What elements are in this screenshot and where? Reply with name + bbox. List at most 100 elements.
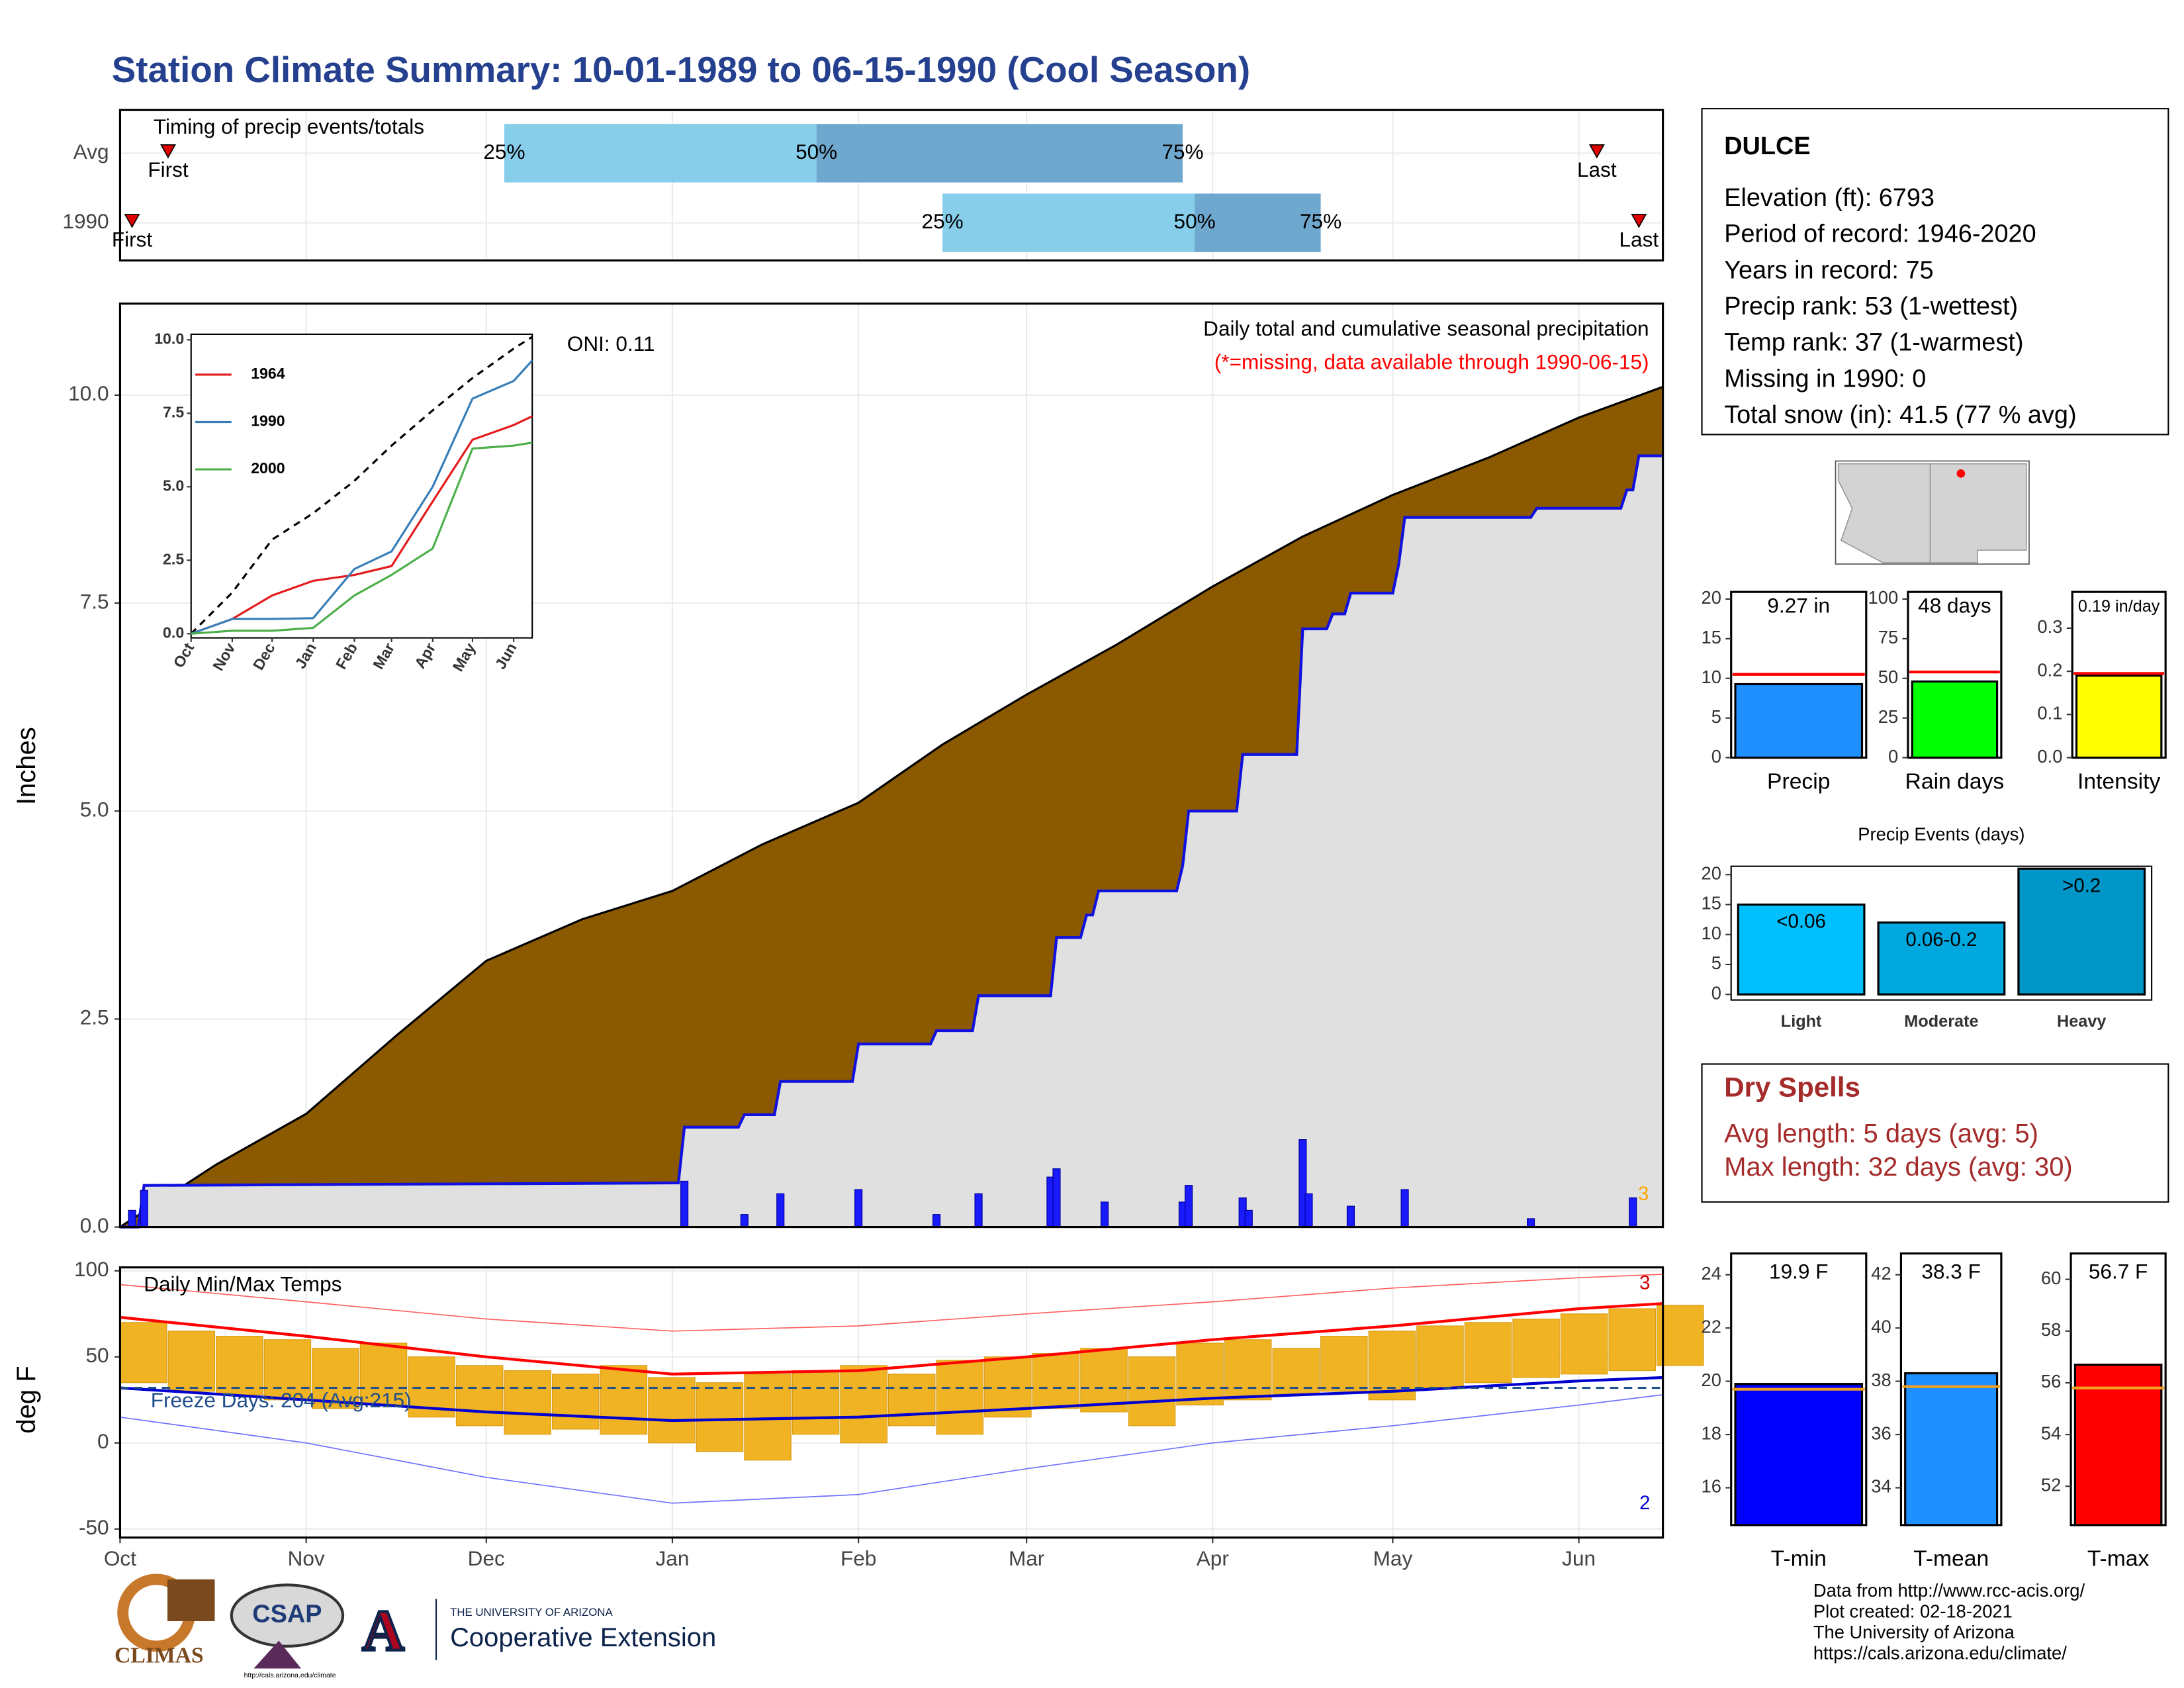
station-box (1701, 108, 2169, 436)
y-tick-label: 20 (1702, 863, 1721, 884)
temp-bar (984, 1356, 1032, 1418)
daily-bar (140, 1190, 148, 1228)
csap-logo (230, 1583, 345, 1648)
x-tick-label: Mar (1009, 1546, 1044, 1570)
y-tick-label: 36 (1871, 1423, 1891, 1443)
y-tick-label: 24 (1702, 1263, 1721, 1284)
quartile-bar (504, 124, 817, 183)
station-line: Period of record: 1946-2020 (1724, 220, 2036, 248)
daily-bar (1346, 1205, 1355, 1228)
y-tick-label: 20 (1702, 587, 1721, 608)
ua-name: THE UNIVERSITY OF ARIZONA (450, 1606, 613, 1618)
y-tick-label: 0.2 (2037, 659, 2062, 680)
temp-bar (504, 1370, 551, 1435)
csap-text: CSAP (252, 1601, 322, 1628)
y-tick-label: 7.5 (163, 403, 184, 420)
dry-spells-line: Avg length: 5 days (avg: 5) (1724, 1119, 2038, 1148)
daily-bar (854, 1189, 863, 1228)
footer-line: https://cals.arizona.edu/climate/ (1813, 1643, 2067, 1664)
category-label: T-mean (1913, 1546, 1989, 1571)
y-tick-label: 52 (2041, 1474, 2061, 1495)
oni: ONI: 0.11 (567, 332, 655, 355)
value-label: >0.2 (2062, 874, 2101, 896)
quartile-label: 25% (483, 140, 525, 164)
y-tick-label: 5 (1711, 953, 1721, 973)
daily-bar (128, 1209, 136, 1228)
category-label: T-max (2087, 1546, 2150, 1571)
bar (1904, 1372, 1999, 1526)
x-tick-label: Oct (104, 1546, 136, 1570)
temp-bar (600, 1365, 648, 1435)
row-label: Avg (73, 140, 109, 164)
chart-subtitle: (*=missing, data available through 1990-… (1214, 350, 1649, 373)
x-tick-label: May (1373, 1546, 1413, 1570)
event-marker (1631, 214, 1647, 228)
inset-line (190, 336, 533, 635)
quartile-bar (816, 124, 1183, 183)
temp-bar (1560, 1313, 1608, 1375)
event-label: First (148, 158, 189, 181)
y-tick-label: 42 (1871, 1263, 1891, 1284)
y-tick-label: 0.3 (2037, 616, 2062, 637)
daily-bar (932, 1214, 941, 1228)
daily-bar (776, 1193, 785, 1228)
x-tick-label: Moderate (1904, 1012, 1978, 1031)
value-label: 56.7 F (2089, 1259, 2148, 1283)
panel-border (118, 303, 1664, 1229)
note-high: 3 (1639, 1272, 1650, 1294)
temp-bar (455, 1365, 504, 1427)
temp-bar (1320, 1336, 1368, 1392)
y-tick-label: 0.0 (2037, 746, 2062, 767)
inset-line (191, 415, 533, 635)
category-label: T-min (1771, 1546, 1827, 1571)
station-dot (1956, 469, 1966, 478)
y-tick-label: 34 (1871, 1476, 1891, 1497)
temp-bar (1176, 1342, 1224, 1406)
y-tick-label: 60 (2041, 1268, 2061, 1288)
event-marker (160, 144, 176, 159)
event-marker (1588, 144, 1605, 159)
y-tick-label: 5.0 (163, 477, 184, 494)
panel-border (118, 109, 1664, 262)
y-tick-label: 0 (97, 1429, 109, 1453)
category-label: Precip (1767, 769, 1830, 794)
y-tick-label: 0.0 (80, 1213, 109, 1237)
footer-line: Plot created: 02-18-2021 (1813, 1601, 2013, 1622)
event-label: Last (1619, 227, 1659, 251)
quartile-bar (1195, 193, 1321, 252)
ua-logo: A (362, 1598, 404, 1663)
climas-text: CLIMAS (114, 1643, 204, 1667)
temp-bar (167, 1331, 215, 1392)
temp-line (120, 1302, 1663, 1376)
quartile-bar (942, 193, 1195, 252)
x-tick-label: Nov (288, 1546, 325, 1570)
panel-border (118, 1266, 1664, 1539)
y-tick-label: -50 (79, 1515, 109, 1539)
y-tick-label: 0 (1711, 982, 1721, 1003)
value-label: 19.9 F (1769, 1259, 1828, 1283)
y-tick-label: 10 (1702, 923, 1721, 943)
y-tick-label: 5.0 (80, 798, 109, 821)
x-tick-label: Light (1781, 1012, 1822, 1031)
bar (2017, 867, 2146, 996)
y-tick-label: 50 (1878, 667, 1898, 687)
daily-bar (680, 1180, 689, 1228)
bar (1737, 903, 1866, 996)
cumulative-area (120, 455, 1663, 1227)
station-line: Elevation (ft): 6793 (1724, 184, 1934, 212)
station-line: Missing in 1990: 0 (1724, 365, 1926, 393)
y-tick-label: 15 (1702, 627, 1721, 647)
x-tick-label: Apr (1197, 1546, 1229, 1570)
daily-bar (1526, 1218, 1535, 1228)
dry-spells-box (1701, 1063, 2169, 1203)
temp-bar (1657, 1305, 1704, 1366)
dry-spells-title: Dry Spells (1724, 1071, 1860, 1102)
y-axis-label: Inches (12, 727, 41, 805)
inset-panel (190, 333, 533, 639)
panel-title: Daily Min/Max Temps (144, 1272, 341, 1295)
y-tick-label: 5 (1711, 706, 1721, 727)
event-label: Last (1577, 158, 1617, 181)
daily-bar (1100, 1201, 1109, 1228)
y-tick-label: 10.0 (154, 330, 184, 347)
